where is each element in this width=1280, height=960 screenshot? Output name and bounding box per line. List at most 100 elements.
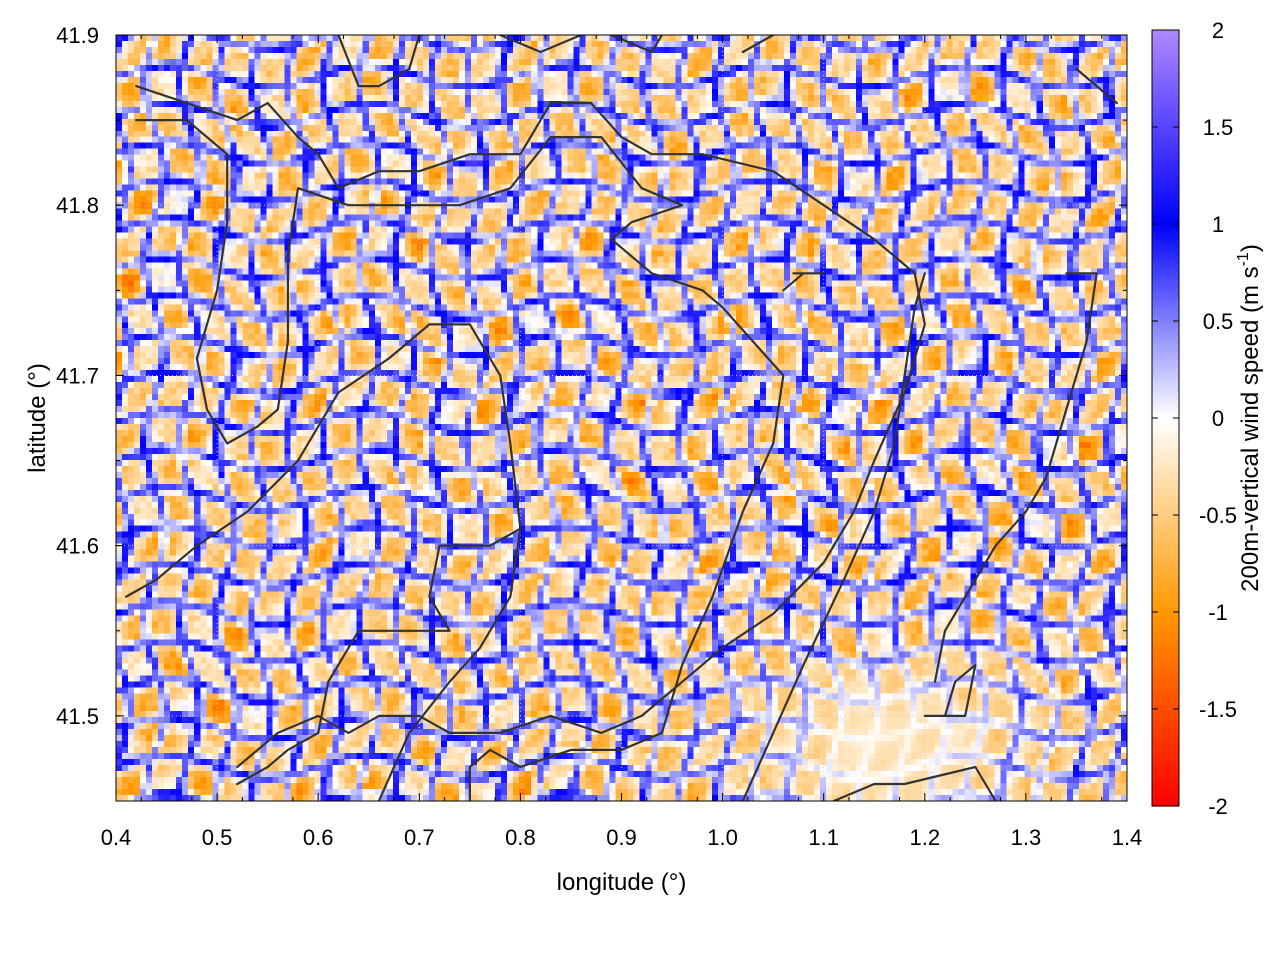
colorbar-segment xyxy=(1152,468,1179,473)
colorbar-segment xyxy=(1152,464,1179,470)
colorbar xyxy=(1151,29,1180,807)
colorbar-segment xyxy=(1152,301,1179,307)
colorbar-segment xyxy=(1152,499,1179,504)
colorbar-tick-label: 1.5 xyxy=(1203,115,1234,140)
contour-line xyxy=(933,272,1098,683)
colorbar-segment xyxy=(1152,286,1179,291)
colorbar-segment xyxy=(1152,142,1179,147)
colorbar-segment xyxy=(1152,266,1179,272)
colorbar-segment xyxy=(1152,30,1179,35)
x-tick-label: 1.0 xyxy=(707,825,738,850)
colorbar-segment xyxy=(1152,674,1179,679)
colorbar-segment xyxy=(1152,33,1179,39)
colorbar-segment xyxy=(1152,507,1179,512)
colorbar-segment xyxy=(1152,720,1179,726)
colorbar-segment xyxy=(1152,181,1179,186)
colorbar-segment xyxy=(1152,515,1179,520)
colorbar-segment xyxy=(1152,127,1179,132)
colorbar-segment xyxy=(1152,767,1179,772)
colorbar-segment xyxy=(1152,375,1179,380)
colorbar-segment xyxy=(1152,309,1179,314)
colorbar-segment xyxy=(1152,53,1179,58)
colorbar-segment xyxy=(1152,635,1179,640)
colorbar-segment xyxy=(1152,414,1179,419)
colorbar-segment xyxy=(1152,297,1179,303)
colorbar-segment xyxy=(1152,790,1179,795)
colorbar-segment xyxy=(1152,472,1179,477)
colorbar-segment xyxy=(1152,619,1179,625)
colorbar-segment xyxy=(1152,371,1179,376)
contour-line xyxy=(610,35,663,54)
colorbar-segment xyxy=(1152,650,1179,656)
colorbar-segment xyxy=(1152,441,1179,446)
colorbar-tick-label: -2 xyxy=(1208,794,1228,819)
x-tick-label: 0.8 xyxy=(505,825,536,850)
colorbar-segment xyxy=(1152,394,1179,400)
colorbar-segment xyxy=(1152,561,1179,567)
y-tick-label: 41.7 xyxy=(56,363,99,388)
colorbar-segment xyxy=(1152,685,1179,691)
colorbar-segment xyxy=(1152,107,1179,113)
colorbar-segment xyxy=(1152,88,1179,93)
colorbar-segment xyxy=(1152,623,1179,629)
colorbar-segment xyxy=(1152,49,1179,54)
colorbar-segment xyxy=(1152,154,1179,159)
contour-line xyxy=(832,765,997,801)
colorbar-segment xyxy=(1152,390,1179,396)
colorbar-segment xyxy=(1152,92,1179,97)
colorbar-segment xyxy=(1152,449,1179,454)
colorbar-segment xyxy=(1152,425,1179,431)
contour-line xyxy=(377,527,522,801)
colorbar-segment xyxy=(1152,324,1179,330)
colorbar-segment xyxy=(1152,534,1179,539)
colorbar-segment xyxy=(1152,646,1179,652)
colorbar-segment xyxy=(1152,317,1179,322)
colorbar-segment xyxy=(1152,258,1179,264)
colorbar-segment xyxy=(1152,352,1179,357)
colorbar-segment xyxy=(1152,740,1179,745)
colorbar-segment xyxy=(1152,68,1179,74)
colorbar-segment xyxy=(1152,410,1179,415)
y-tick-label: 41.5 xyxy=(56,704,99,729)
colorbar-segment xyxy=(1152,235,1179,241)
colorbar-tick-label: 0 xyxy=(1212,406,1224,431)
colorbar-segment xyxy=(1152,697,1179,702)
colorbar-segment xyxy=(1152,134,1179,140)
contour-line xyxy=(337,35,421,88)
x-tick-label: 0.6 xyxy=(303,825,334,850)
x-tick-label: 0.4 xyxy=(101,825,132,850)
colorbar-segment xyxy=(1152,192,1179,198)
colorbar-segment xyxy=(1152,503,1179,508)
colorbar-segment xyxy=(1152,495,1179,501)
colorbar-segment xyxy=(1152,456,1179,462)
colorbar-segment xyxy=(1152,224,1179,229)
contour-line xyxy=(1075,67,1118,105)
colorbar-segment xyxy=(1152,99,1179,105)
colorbar-segment xyxy=(1152,763,1179,768)
colorbar-segment xyxy=(1152,751,1179,757)
colorbar-segment xyxy=(1152,57,1179,62)
colorbar-segment xyxy=(1152,553,1179,559)
colorbar-segment xyxy=(1152,778,1179,784)
y-tick-label: 41.8 xyxy=(56,193,99,218)
colorbar-segment xyxy=(1152,747,1179,753)
colorbar-segment xyxy=(1152,45,1179,50)
colorbar-segment xyxy=(1152,662,1179,667)
colorbar-segment xyxy=(1152,359,1179,365)
colorbar-segment xyxy=(1152,577,1179,582)
x-axis-label: longitude (°) xyxy=(557,869,687,896)
colorbar-segment xyxy=(1152,743,1179,749)
colorbar-segment xyxy=(1152,487,1179,493)
contour-line xyxy=(741,272,926,801)
colorbar-segment xyxy=(1152,41,1179,47)
colorbar-segment xyxy=(1152,386,1179,392)
colorbar-segment xyxy=(1152,321,1179,326)
colorbar-segment xyxy=(1152,802,1179,807)
colorbar-segment xyxy=(1152,546,1179,551)
colorbar-segment xyxy=(1152,580,1179,586)
colorbar-tick-label: -1.5 xyxy=(1199,697,1237,722)
colorbar-segment xyxy=(1152,693,1179,698)
colorbar-segment xyxy=(1152,681,1179,687)
x-tick-label: 0.5 xyxy=(202,825,233,850)
contour-lines xyxy=(125,35,1118,801)
